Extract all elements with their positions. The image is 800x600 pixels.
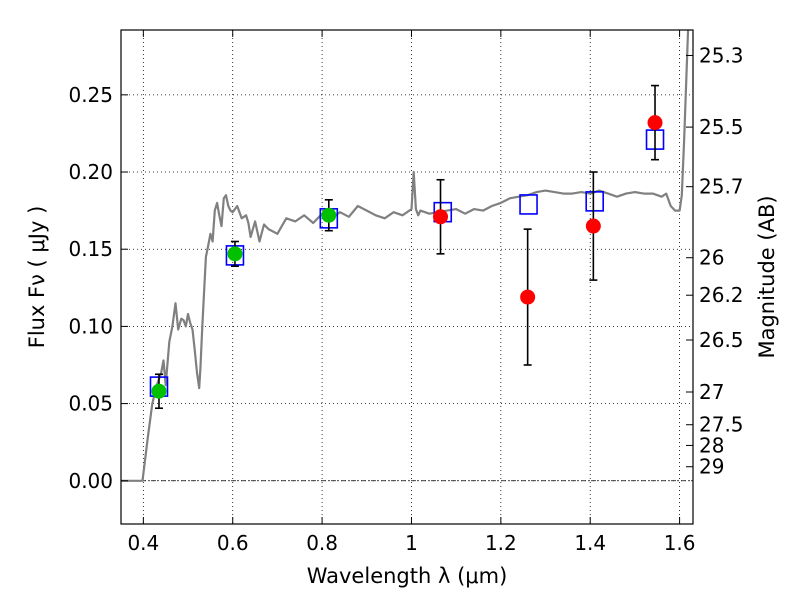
y-tick-label-2: 0.10 [68, 314, 113, 338]
y2-tick-label-7: 27.5 [699, 413, 744, 437]
y2-tick-label-3: 26 [699, 246, 724, 270]
data-point-1-1 [227, 246, 243, 262]
x-axis-label: Wavelength λ (μm) [307, 564, 508, 588]
data-point-2-0 [433, 209, 449, 225]
y2-tick-label-4: 26.2 [699, 283, 744, 307]
y2-tick-label-1: 25.5 [699, 115, 744, 139]
x-tick-label-5: 1.4 [574, 531, 606, 555]
y2-tick-label-0: 25.3 [699, 43, 744, 67]
plot-area [121, 30, 690, 482]
y-axis-label: Flux Fν ( μJy ) [25, 206, 49, 349]
grid [121, 30, 693, 524]
y-tick-label-4: 0.20 [68, 160, 113, 184]
y2-tick-label-8: 28 [699, 433, 724, 457]
x-tick-label-1: 0.6 [217, 531, 249, 555]
data-point-1-0 [151, 383, 167, 399]
data-point-2-1 [520, 289, 536, 305]
axis-ticks: 0.4 0.6 0.8 1 1.2 1.4 1.6 0.00 0.05 0.10 0.15 0.20 0… [68, 30, 744, 555]
x-tick-label-4: 1.2 [485, 531, 517, 555]
x-tick-label-6: 1.6 [664, 531, 696, 555]
data-point-1-2 [321, 207, 337, 223]
y2-tick-label-9: 29 [699, 455, 724, 479]
y2-tick-label-5: 26.5 [699, 328, 744, 352]
y2-axis-label: Magnitude (AB) [755, 195, 779, 358]
x-tick-label-0: 0.4 [127, 531, 159, 555]
y-tick-label-0: 0.00 [68, 469, 113, 493]
y-tick-label-1: 0.05 [68, 392, 113, 416]
data-points [149, 84, 665, 410]
x-tick-label-2: 0.8 [306, 531, 338, 555]
y-tick-label-5: 0.25 [68, 83, 113, 107]
y2-tick-label-6: 27 [699, 380, 724, 404]
y2-tick-label-2: 25.7 [699, 175, 744, 199]
model-square-5 [585, 191, 604, 212]
y-tick-label-3: 0.15 [68, 237, 113, 261]
plot-frame [120, 29, 694, 525]
x-tick-label-3: 1 [405, 531, 418, 555]
data-point-2-3 [647, 115, 663, 131]
sed-curve [121, 30, 690, 482]
model-square-4 [519, 194, 538, 215]
data-point-2-2 [585, 218, 601, 234]
